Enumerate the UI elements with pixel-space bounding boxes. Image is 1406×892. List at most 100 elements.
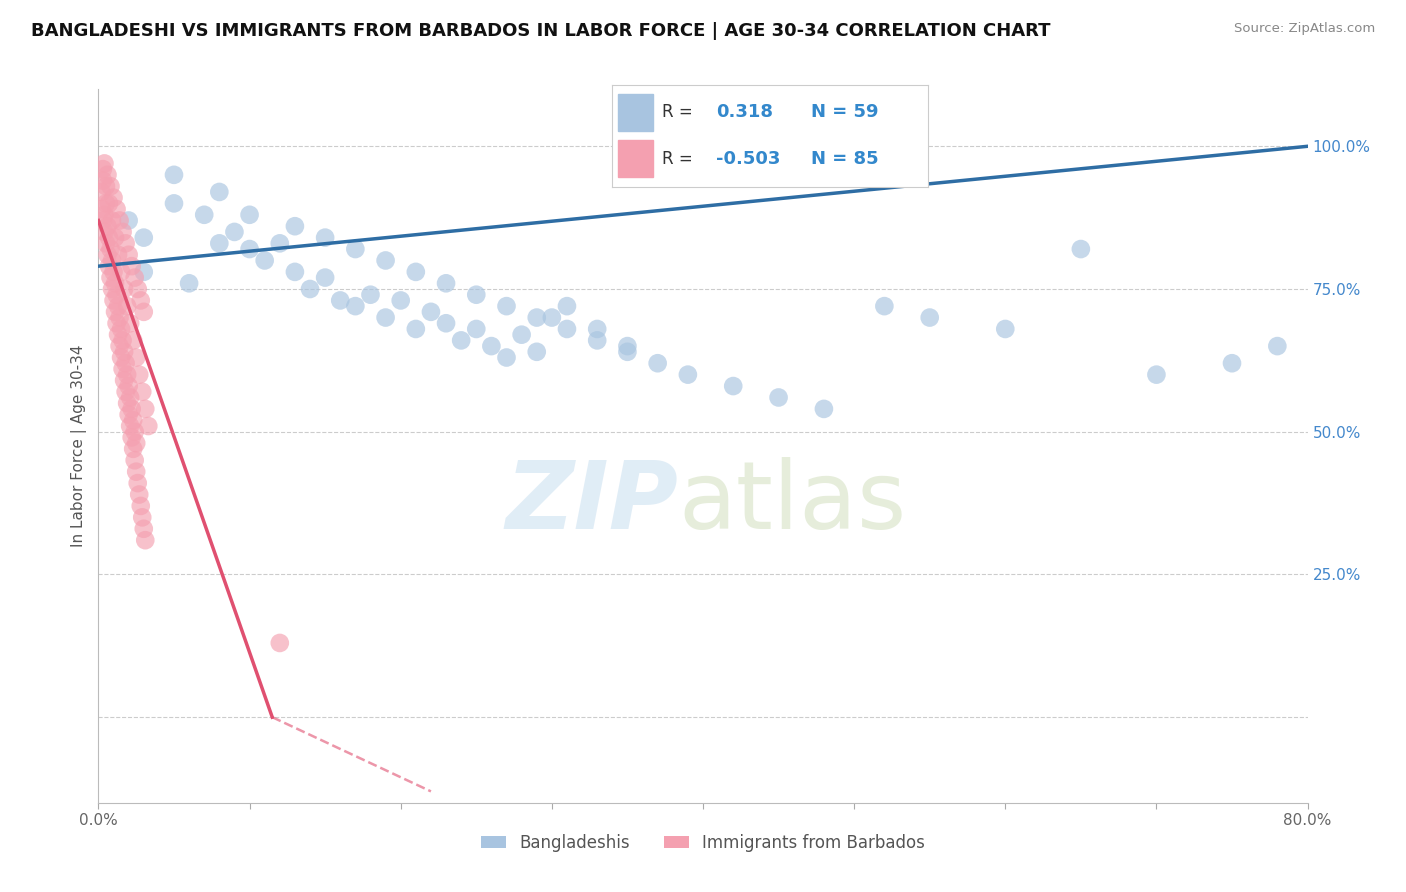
Point [100, 270, 122, 285]
Y-axis label: In Labor Force | Age 30-34: In Labor Force | Age 30-34 [72, 344, 87, 548]
Point [93, 156, 115, 170]
Point [374, 310, 396, 325]
Point [112, 344, 135, 359]
Point [1220, 356, 1243, 370]
Point [91, 162, 114, 177]
Bar [619, 140, 652, 177]
Point [110, 351, 132, 365]
Point [114, 384, 136, 399]
Point [108, 339, 131, 353]
Point [91, 173, 114, 187]
Point [94, 179, 117, 194]
Point [90, 202, 112, 216]
Point [96, 248, 118, 262]
Point [495, 299, 517, 313]
Text: ZIP: ZIP [506, 457, 679, 549]
Point [129, 499, 152, 513]
Point [110, 265, 132, 279]
Point [344, 299, 367, 313]
Point [239, 242, 262, 256]
Point [125, 351, 148, 365]
Point [163, 168, 186, 182]
Point [111, 334, 134, 348]
Point [112, 373, 135, 387]
Point [93, 208, 115, 222]
Point [616, 344, 638, 359]
Text: N = 85: N = 85 [811, 150, 879, 168]
Point [526, 344, 548, 359]
Point [586, 322, 609, 336]
Point [510, 327, 533, 342]
Legend: Bangladeshis, Immigrants from Barbados: Bangladeshis, Immigrants from Barbados [475, 828, 931, 859]
Point [768, 391, 790, 405]
Point [104, 277, 127, 291]
Point [108, 310, 131, 325]
Point [105, 287, 128, 301]
Point [389, 293, 412, 308]
Point [193, 208, 215, 222]
Point [132, 305, 155, 319]
Point [1144, 368, 1167, 382]
Point [405, 322, 427, 336]
Point [134, 533, 156, 548]
Point [104, 305, 127, 319]
Point [103, 265, 125, 279]
Point [122, 442, 145, 456]
Point [873, 299, 896, 313]
Point [94, 196, 117, 211]
Point [121, 259, 143, 273]
Point [91, 213, 114, 227]
Point [107, 248, 129, 262]
Text: R =: R = [662, 150, 693, 168]
Point [124, 453, 146, 467]
Point [314, 230, 336, 244]
Point [124, 425, 146, 439]
Point [107, 327, 129, 342]
Point [253, 253, 276, 268]
Point [647, 356, 669, 370]
Point [1070, 242, 1092, 256]
Point [314, 270, 336, 285]
Point [526, 310, 548, 325]
Point [374, 253, 396, 268]
Point [269, 236, 291, 251]
Point [115, 396, 138, 410]
Point [555, 322, 578, 336]
Point [105, 202, 128, 216]
Point [540, 310, 562, 325]
Point [90, 185, 112, 199]
Point [125, 436, 148, 450]
Point [93, 225, 115, 239]
Point [586, 334, 609, 348]
Point [128, 487, 150, 501]
Point [118, 379, 141, 393]
Point [114, 356, 136, 370]
Point [163, 196, 186, 211]
Point [813, 401, 835, 416]
Point [284, 219, 307, 234]
Point [105, 316, 128, 330]
Point [120, 391, 142, 405]
Point [108, 213, 131, 227]
Point [120, 419, 142, 434]
Point [179, 277, 201, 291]
Point [122, 334, 145, 348]
Text: atlas: atlas [679, 457, 907, 549]
Point [101, 253, 124, 268]
Point [616, 339, 638, 353]
Point [134, 401, 156, 416]
Point [96, 168, 118, 182]
Text: -0.503: -0.503 [716, 150, 780, 168]
Point [723, 379, 745, 393]
Point [132, 230, 155, 244]
Point [360, 287, 382, 301]
Point [98, 230, 121, 244]
Point [101, 282, 124, 296]
Point [481, 339, 503, 353]
Point [112, 282, 135, 296]
Point [127, 476, 149, 491]
Point [131, 510, 153, 524]
Point [101, 213, 124, 227]
Point [103, 293, 125, 308]
Point [121, 401, 143, 416]
